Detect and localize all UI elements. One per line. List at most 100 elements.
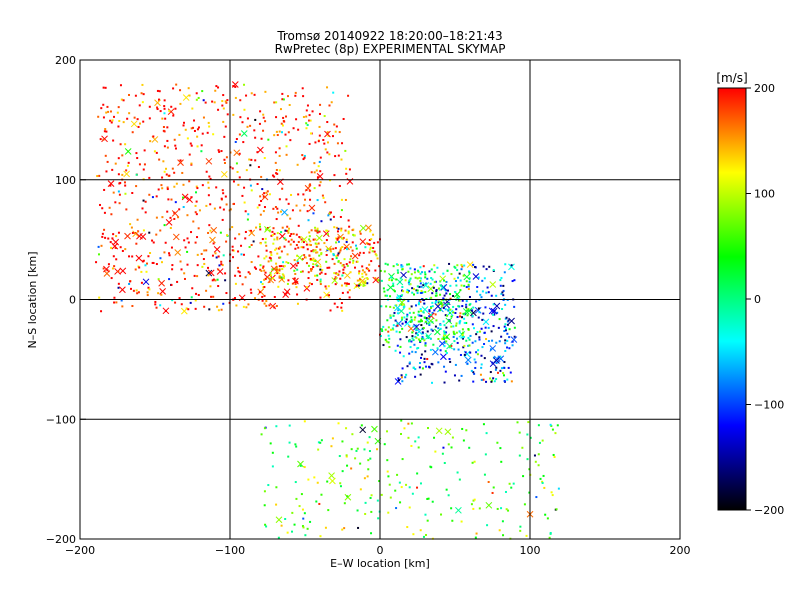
point-dot	[309, 183, 312, 186]
point-dot	[319, 265, 322, 268]
point-dot	[414, 335, 417, 338]
point-dot	[366, 475, 369, 478]
point-dot	[253, 129, 256, 132]
point-dot	[365, 273, 368, 276]
point-dot	[417, 338, 420, 341]
point-dot	[439, 327, 442, 330]
point-dot	[411, 492, 414, 495]
point-dot	[302, 158, 305, 161]
point-dot	[495, 361, 498, 364]
point-dot	[471, 461, 474, 464]
point-dot	[121, 305, 124, 308]
point-dot	[328, 266, 331, 269]
point-dot	[95, 261, 98, 264]
point-dot	[288, 104, 291, 107]
point-dot	[160, 184, 163, 187]
point-dot	[453, 265, 456, 268]
point-dot	[297, 128, 300, 131]
point-dot	[316, 199, 319, 202]
point-dot	[200, 144, 203, 147]
point-dot	[142, 168, 145, 171]
point-dot	[163, 170, 166, 173]
point-dot	[182, 124, 185, 127]
point-dot	[347, 94, 350, 97]
point-dot	[275, 116, 278, 119]
point-cross	[489, 345, 497, 352]
point-dot	[388, 345, 391, 348]
point-dot	[186, 237, 189, 240]
point-dot	[328, 104, 331, 107]
point-dot	[414, 440, 417, 443]
point-dot	[173, 171, 176, 174]
colorbar	[717, 87, 747, 511]
point-dot	[444, 370, 447, 373]
point-dot	[113, 265, 116, 268]
point-dot	[259, 225, 262, 228]
point-cross	[455, 506, 462, 514]
point-dot	[133, 116, 136, 119]
point-dot	[424, 513, 427, 516]
point-dot	[348, 261, 351, 264]
point-cross-stroke	[510, 336, 518, 343]
point-dot	[411, 291, 414, 294]
point-dot	[468, 303, 471, 306]
point-dot	[451, 436, 454, 439]
point-dot	[187, 308, 190, 311]
point-dot	[388, 278, 391, 281]
point-dot	[260, 175, 263, 178]
point-dot	[507, 366, 510, 369]
point-dot	[97, 245, 100, 248]
point-dot	[505, 508, 508, 511]
point-dot	[474, 361, 477, 364]
point-dot	[209, 229, 212, 232]
point-dot	[478, 507, 481, 510]
point-dot	[96, 175, 99, 178]
point-dot	[295, 204, 298, 207]
point-dot	[293, 277, 296, 280]
point-cross	[119, 286, 126, 294]
point-cross	[231, 81, 239, 88]
point-dot	[148, 117, 151, 120]
point-dot	[247, 303, 250, 306]
point-dot	[244, 237, 247, 240]
point-dot	[323, 115, 326, 118]
point-cross-stroke	[292, 277, 299, 285]
point-dot	[125, 208, 128, 211]
point-dot	[296, 260, 299, 263]
point-dot	[207, 186, 210, 189]
point-dot	[190, 163, 193, 166]
point-dot	[186, 137, 189, 140]
point-dot	[315, 251, 318, 254]
point-dot	[284, 238, 287, 241]
point-dot	[248, 272, 251, 275]
point-dot	[212, 295, 215, 298]
point-dot	[424, 344, 427, 347]
point-dot	[335, 226, 338, 229]
point-cross-stroke	[248, 229, 256, 237]
point-dot	[320, 271, 323, 274]
point-dot	[419, 279, 422, 282]
point-cross	[132, 230, 140, 238]
point-dot	[239, 274, 242, 277]
point-cross	[431, 348, 439, 356]
point-dot	[433, 309, 436, 312]
point-dot	[161, 176, 164, 179]
point-cross-stroke	[465, 307, 473, 315]
point-dot	[316, 481, 319, 484]
point-dot	[102, 267, 105, 270]
point-dot	[420, 291, 423, 294]
point-dot	[111, 168, 114, 171]
point-dot	[364, 512, 367, 515]
point-dot	[171, 268, 174, 271]
point-dot	[411, 337, 414, 340]
point-dot	[408, 307, 411, 310]
point-dot	[431, 278, 434, 281]
point-dot	[482, 423, 485, 426]
point-dot	[208, 125, 211, 128]
point-dot	[220, 150, 223, 153]
point-dot	[415, 336, 418, 339]
point-cross-stroke	[508, 263, 515, 271]
point-dot	[492, 269, 495, 272]
point-dot	[159, 229, 162, 232]
point-dot	[329, 309, 332, 312]
